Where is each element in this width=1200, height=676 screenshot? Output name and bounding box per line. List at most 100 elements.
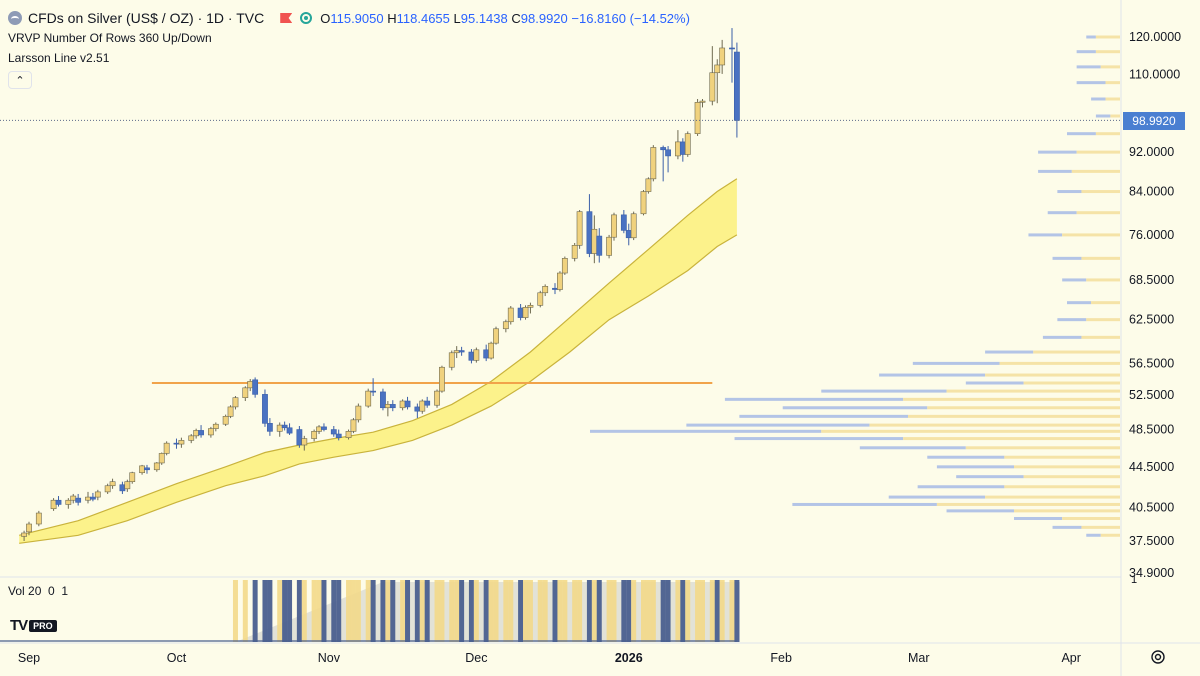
profile-row-up [1086, 318, 1120, 322]
volume-bar [631, 580, 637, 642]
candle-body [380, 391, 386, 409]
candle-body [85, 496, 91, 501]
volume-pane [0, 580, 740, 642]
time-tick-label: Nov [318, 651, 341, 665]
price-axis[interactable]: 120.0000 110.0000 92.0000 84.0000 76.0000 68.… [1129, 30, 1181, 580]
candle-body [119, 484, 126, 492]
candle-body [424, 400, 431, 406]
candle [163, 441, 170, 456]
candle-body [370, 390, 377, 393]
volume-value-2: 1 [61, 584, 69, 598]
price-tick-label: 120.0000 [1129, 30, 1181, 44]
candle-body [90, 496, 96, 500]
profile-row-up [1105, 81, 1120, 85]
profile-row-down [590, 429, 822, 433]
settings-icon[interactable] [1150, 649, 1166, 665]
candle-body [734, 51, 740, 121]
flag-icon[interactable] [280, 13, 293, 23]
time-axis[interactable]: Sep Oct Nov Dec 2026 Feb Mar Apr [18, 651, 1081, 665]
candle-body [262, 394, 268, 424]
candle-body [625, 230, 632, 239]
candle-body [355, 405, 362, 421]
chevron-up-icon: ⌃ [15, 74, 25, 87]
candle [188, 434, 195, 444]
candle-body [65, 499, 72, 505]
candle [276, 422, 283, 437]
time-tick-label: Mar [908, 651, 930, 665]
price-tick-label: 52.5000 [1129, 388, 1174, 402]
volume-bar [232, 580, 238, 642]
profile-row-up [1105, 97, 1120, 101]
volume-bar [527, 580, 533, 642]
candle-body [212, 423, 219, 429]
profile-row-down [912, 361, 1000, 365]
candle-body [55, 499, 62, 505]
profile-row-down [1057, 318, 1087, 322]
candle [227, 405, 234, 419]
candle-body [389, 404, 396, 409]
volume-bar [331, 580, 337, 642]
candle [311, 429, 318, 442]
candle [321, 423, 327, 432]
candle [596, 228, 603, 263]
band-upper-line [19, 178, 738, 536]
candle-body [124, 481, 131, 490]
profile-row-up [1095, 132, 1120, 136]
candle [35, 510, 42, 527]
volume-bar [572, 580, 578, 642]
volume-bar [242, 580, 248, 642]
time-tick-label: Feb [770, 651, 792, 665]
indicator-larsson[interactable]: Larsson Line v2.51 [8, 51, 110, 65]
candle-body [335, 433, 342, 438]
candle [242, 386, 249, 402]
candle [734, 42, 740, 138]
profile-row-up [1081, 256, 1120, 260]
profile-row-down [917, 485, 1005, 489]
symbol-title[interactable]: CFDs on Silver (US$ / OZ) · 1D · TVC [28, 10, 265, 26]
profile-row-down [1095, 114, 1111, 118]
volume-label: Vol 20 [8, 584, 42, 598]
volume-bar [262, 580, 268, 642]
volume-bar [390, 580, 396, 642]
profile-row-down [879, 373, 986, 377]
price-tick-label: 68.5000 [1129, 273, 1174, 287]
candle-body [70, 495, 77, 501]
collapse-indicators-button[interactable]: ⌃ [8, 71, 32, 89]
volume-bar [370, 580, 376, 642]
volume-bar [488, 580, 494, 642]
time-tick-label: Apr [1061, 651, 1080, 665]
profile-row-up [1081, 525, 1120, 529]
candle-body [384, 404, 391, 409]
profile-row-up [1076, 211, 1120, 215]
time-tick-label: Sep [18, 651, 40, 665]
volume-bar [552, 580, 558, 642]
profile-row-up [1086, 278, 1120, 282]
profile-row-down [792, 502, 937, 506]
volume-bar [449, 580, 455, 642]
candle [645, 177, 652, 194]
volume-profile [590, 35, 1120, 537]
candle-body [301, 438, 308, 446]
candle-body [729, 47, 735, 50]
profile-row-up [936, 502, 1120, 506]
profile-row-up [1071, 169, 1120, 173]
candle-body [665, 149, 671, 157]
candle [620, 209, 627, 234]
profile-row-up [1062, 516, 1120, 520]
profile-row-down [859, 446, 966, 450]
profile-row-down [686, 423, 870, 427]
candle [527, 302, 534, 314]
volume-bar [277, 580, 283, 642]
candle [330, 425, 337, 437]
candle-body [591, 228, 598, 254]
volume-legend[interactable]: Vol 20 0 1 [8, 584, 68, 598]
volume-bar [675, 580, 681, 642]
candle [153, 461, 160, 472]
profile-row-down [936, 465, 1014, 469]
candle-body [158, 453, 165, 464]
candle-body [247, 381, 254, 389]
indicator-vrvp[interactable]: VRVP Number Of Rows 360 Up/Down [8, 31, 212, 45]
tradingview-logo[interactable]: TV PRO [10, 617, 57, 634]
